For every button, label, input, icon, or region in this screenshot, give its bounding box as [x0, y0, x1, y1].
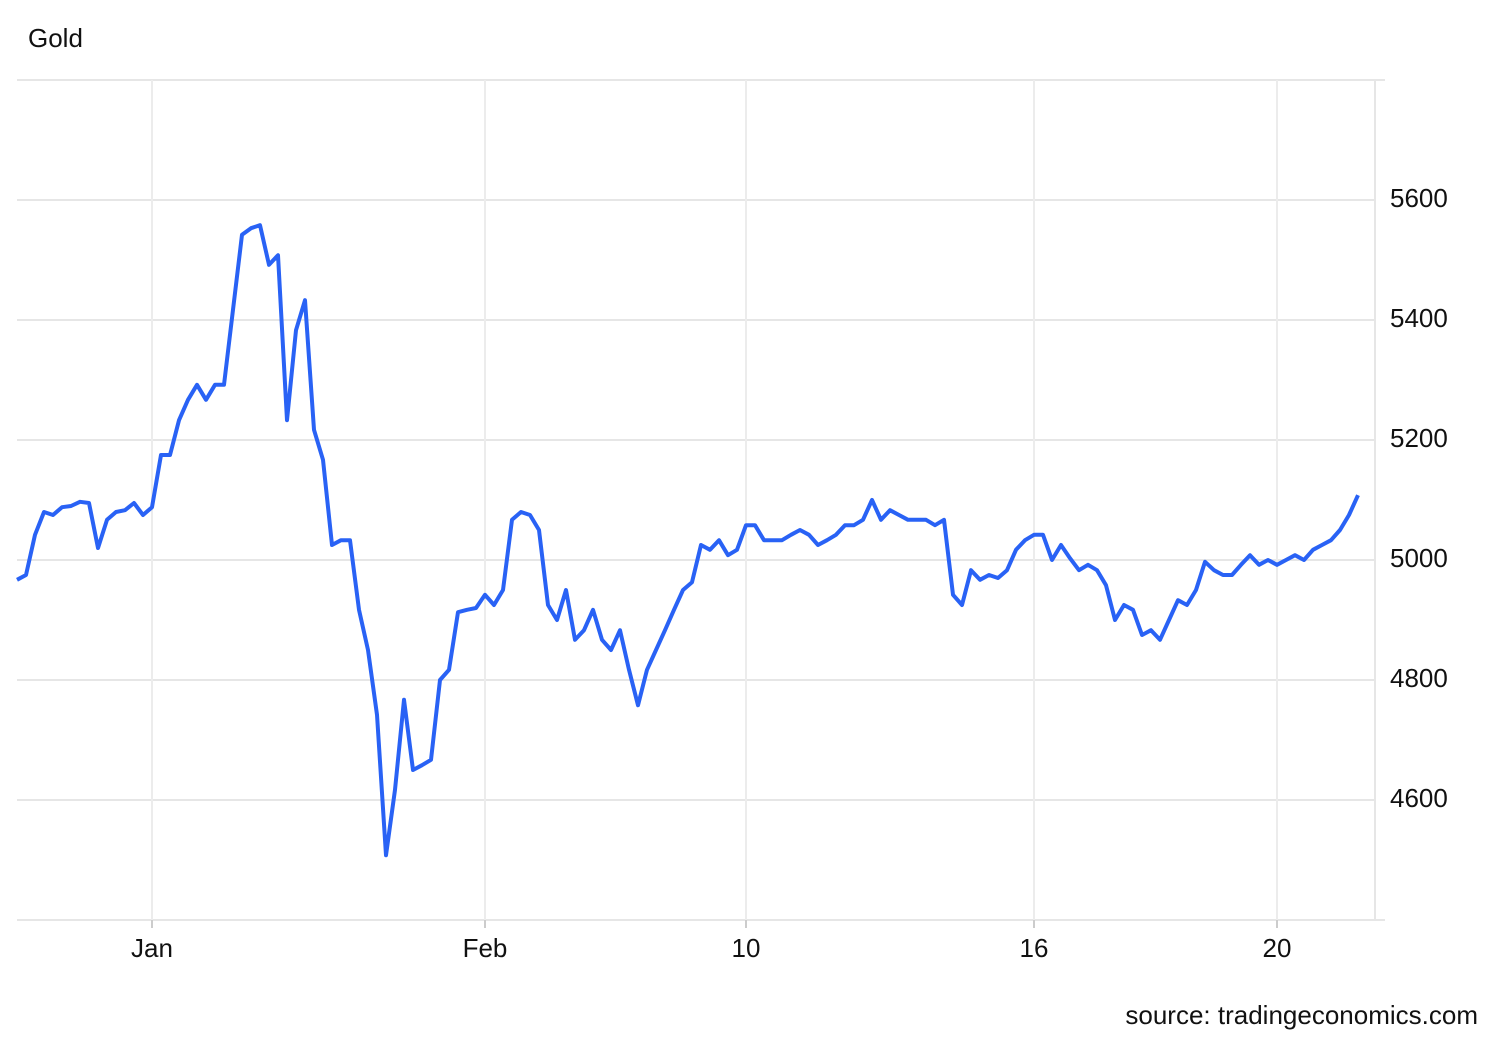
x-tick-label: 20 — [1263, 933, 1292, 963]
y-tick-label: 4800 — [1390, 663, 1448, 693]
y-tick-label: 5600 — [1390, 183, 1448, 213]
x-tick-label: Feb — [463, 933, 508, 963]
source-note: source: tradingeconomics.com — [1125, 1000, 1478, 1030]
y-tick-label: 4600 — [1390, 783, 1448, 813]
price-line — [16, 223, 1360, 858]
x-tick-label: Jan — [131, 933, 173, 963]
x-tick-label: 10 — [732, 933, 761, 963]
y-tick-label: 5000 — [1390, 543, 1448, 573]
x-tick-label: 16 — [1020, 933, 1049, 963]
y-tick-label: 5200 — [1390, 423, 1448, 453]
y-tick-label: 5400 — [1390, 303, 1448, 333]
chart-title: Gold — [28, 23, 83, 53]
